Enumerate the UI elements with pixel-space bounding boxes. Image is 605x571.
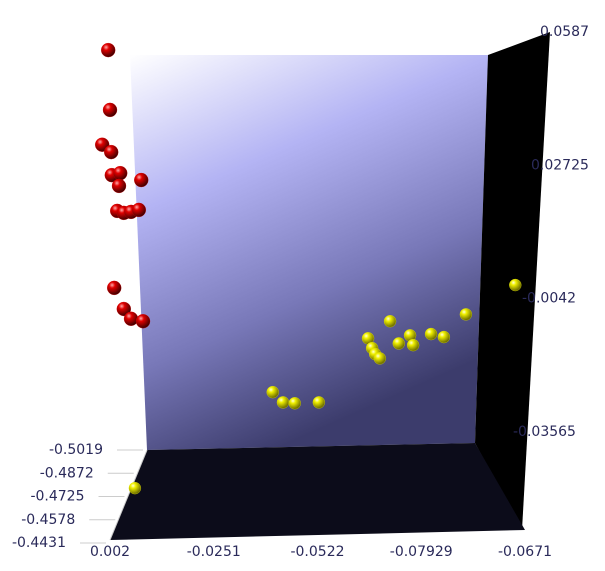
depth-tick-label: -0.5019 xyxy=(49,442,103,458)
floor xyxy=(110,443,525,540)
point xyxy=(392,337,405,350)
x-tick-label: -0.07929 xyxy=(390,544,453,560)
point xyxy=(312,396,325,409)
depth-tick-label: -0.4725 xyxy=(30,489,84,505)
depth-tick-label: -0.4431 xyxy=(12,535,66,551)
point xyxy=(116,301,131,317)
point xyxy=(276,396,290,409)
depth-tick-label: -0.4578 xyxy=(21,512,75,528)
z-tick-label: -0.0042 xyxy=(522,291,576,307)
point xyxy=(101,42,116,58)
point xyxy=(107,280,122,296)
axis-line xyxy=(109,449,148,541)
z-tick-label: -0.03565 xyxy=(513,424,576,440)
point xyxy=(128,481,142,495)
z-tick-label: 0.02725 xyxy=(531,157,589,173)
point xyxy=(459,308,473,321)
x-tick-label: -0.0522 xyxy=(290,544,344,560)
point xyxy=(266,386,279,399)
x-tick-label: 0.002 xyxy=(90,544,130,560)
point xyxy=(134,172,149,188)
depth-tick-label: -0.4872 xyxy=(40,465,94,481)
point xyxy=(104,144,119,160)
point xyxy=(373,352,386,365)
point xyxy=(102,102,118,118)
x-tick-label: -0.0251 xyxy=(187,544,241,560)
z-tick-label: 0.0587 xyxy=(540,24,589,40)
point xyxy=(111,178,127,194)
point xyxy=(113,166,128,181)
point xyxy=(509,278,522,292)
point xyxy=(288,397,301,410)
point xyxy=(383,315,397,328)
point xyxy=(424,327,438,341)
x-tick-label: -0.0671 xyxy=(498,544,552,560)
point xyxy=(406,338,420,352)
point xyxy=(123,311,139,326)
point xyxy=(437,330,451,344)
point xyxy=(131,202,146,218)
back-wall xyxy=(130,55,488,450)
point xyxy=(135,314,151,329)
